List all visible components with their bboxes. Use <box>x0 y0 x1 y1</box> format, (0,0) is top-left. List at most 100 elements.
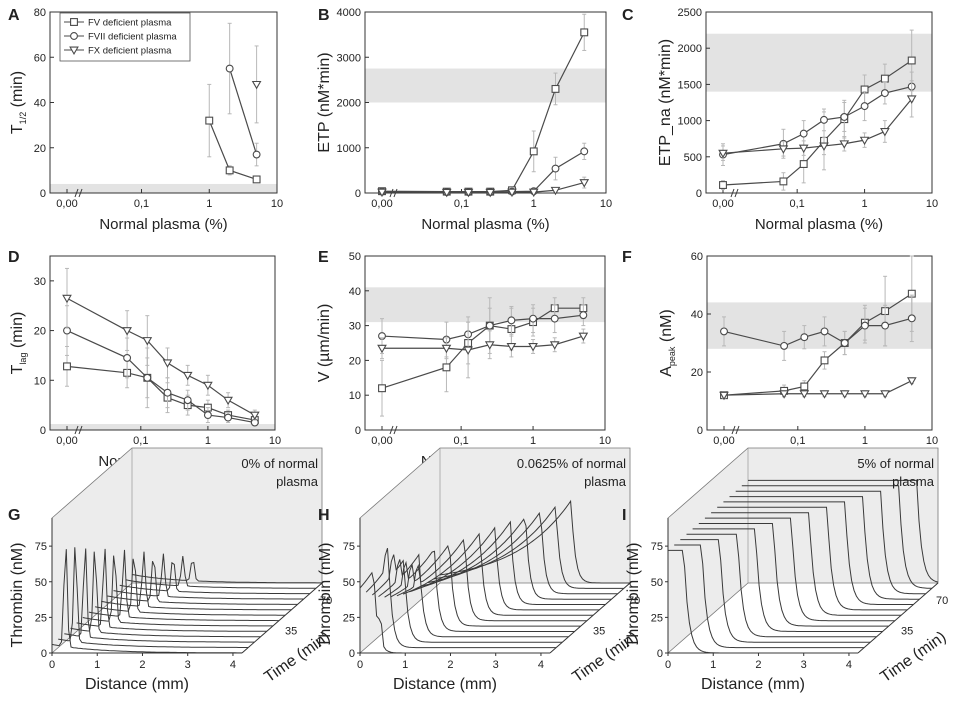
panel-letter-I: I <box>622 507 626 524</box>
data-point-triangle-0 <box>719 391 729 401</box>
panel-letter-B: B <box>318 7 330 24</box>
thrombin-trace <box>711 512 902 616</box>
thrombin-trace <box>704 517 895 622</box>
axis-break-mark <box>389 425 394 435</box>
y-axis-title: Thrombin (nM) <box>9 543 26 648</box>
x-tick-label: 2 <box>755 659 761 671</box>
x-tick-label: 0 <box>49 659 55 671</box>
y-axis-title-main: T <box>9 364 26 374</box>
x-tick-label: 0 <box>357 659 363 671</box>
y-tick-label: 40 <box>691 309 703 321</box>
y-tick-label: 0 <box>40 425 46 437</box>
y-tick-label: 10 <box>349 390 361 402</box>
data-point-triangle-2 <box>69 46 79 56</box>
thrombin-trace <box>70 551 261 638</box>
y-tick-label: 25 <box>343 612 355 624</box>
axis-break-mark <box>393 425 398 435</box>
thrombin-trace <box>692 528 883 632</box>
x-tick-label: 1 <box>862 435 868 447</box>
data-point-circle-2 <box>799 129 808 138</box>
x-tick-label: 0,1 <box>454 198 469 210</box>
data-point-square-5 <box>529 147 538 156</box>
y-axis-title: T1/2 (min) <box>9 71 28 134</box>
x-axis-title: Distance (mm) <box>701 676 805 693</box>
panel-letter-D: D <box>8 249 20 266</box>
x-tick-label: 10 <box>600 198 612 210</box>
data-point-circle-5 <box>860 102 869 111</box>
y-tick-label: 2000 <box>678 43 702 55</box>
data-point-triangle-2 <box>798 144 809 154</box>
data-point-square-0 <box>719 181 727 189</box>
x-tick-label: 1 <box>206 198 212 210</box>
x-tick-label: 1 <box>862 198 868 210</box>
thrombin-trace <box>735 490 926 595</box>
data-point-circle-1 <box>780 341 789 350</box>
data-point-triangle-5 <box>528 188 539 198</box>
series-line <box>229 68 258 155</box>
y-tick-label: 0 <box>657 648 663 660</box>
reference-band <box>365 68 606 103</box>
axis-break-mark <box>389 188 394 198</box>
x-axis-title: Distance (mm) <box>85 676 189 693</box>
x-tick-label: 10 <box>926 198 938 210</box>
axis-break-mark <box>730 188 735 198</box>
z-tick-label: 35 <box>593 625 605 637</box>
data-point-triangle-3 <box>819 390 830 399</box>
data-point-circle-4 <box>183 396 192 405</box>
x-tick-label: 0,1 <box>790 435 805 447</box>
x-tick-label: 10 <box>599 435 611 447</box>
data-point-square-6 <box>880 74 889 83</box>
y-axis-title: Apeak (nM) <box>658 309 677 377</box>
legend: FV deficient plasma FVII deficient plasma… <box>59 12 191 62</box>
data-point-square-0 <box>70 18 78 26</box>
y-tick-label: 4000 <box>337 7 361 19</box>
x-tick-label: 0 <box>665 659 671 671</box>
thrombin-trace <box>107 561 298 605</box>
thrombin-trace <box>101 551 292 611</box>
data-point-circle-4 <box>840 113 849 121</box>
data-point-triangle-0 <box>718 149 728 159</box>
data-point-triangle-7 <box>906 377 917 386</box>
x-tick-label: 0,00 <box>712 198 733 210</box>
y-axis-title: Thrombin (nM) <box>625 543 642 648</box>
z-axis-line <box>549 582 631 654</box>
data-point-triangle-5 <box>203 381 213 391</box>
data-point-triangle-4 <box>507 188 517 198</box>
axis-break-mark <box>74 188 79 198</box>
y-tick-label: 500 <box>684 152 702 164</box>
x-tick-label: 4 <box>538 659 544 671</box>
series-line <box>66 330 255 424</box>
series-triangle-line <box>377 321 589 379</box>
y-tick-label: 50 <box>35 577 47 589</box>
y-tick-label: 30 <box>349 321 361 333</box>
panel-letter-G: G <box>8 507 20 524</box>
axis-break-mark <box>78 425 83 435</box>
x-tick-label: 1 <box>530 435 536 447</box>
thrombin-trace <box>698 523 889 627</box>
panel-letter-C: C <box>622 7 634 24</box>
data-point-triangle-6 <box>550 186 561 196</box>
thrombin-trace <box>125 555 316 589</box>
x-tick-label: 1 <box>205 435 211 447</box>
data-point-square-0 <box>205 116 214 125</box>
panel-annotation-line2: plasma <box>892 474 935 489</box>
panel-annotation-line1: 0% of normal <box>241 456 318 471</box>
z-tick-label: 35 <box>285 625 297 637</box>
y-axis-title-unit: (min) <box>9 312 26 353</box>
thrombin-trace <box>402 532 594 616</box>
data-point-triangle-5 <box>860 390 870 399</box>
data-point-triangle-3 <box>162 359 173 368</box>
y-tick-label: 0 <box>40 188 46 200</box>
data-point-square-0 <box>63 362 71 371</box>
data-point-circle-3 <box>820 327 829 336</box>
data-point-square-2 <box>252 175 261 184</box>
y-tick-label: 20 <box>691 367 703 379</box>
y-axis-title-main: T <box>9 124 26 134</box>
thrombin-trace <box>415 520 606 605</box>
y-tick-label: 40 <box>349 286 361 298</box>
data-point-triangle-5 <box>859 136 870 146</box>
data-point-circle-1 <box>70 32 78 40</box>
axis-break-mark <box>731 425 736 435</box>
thrombin-trace <box>686 533 877 638</box>
